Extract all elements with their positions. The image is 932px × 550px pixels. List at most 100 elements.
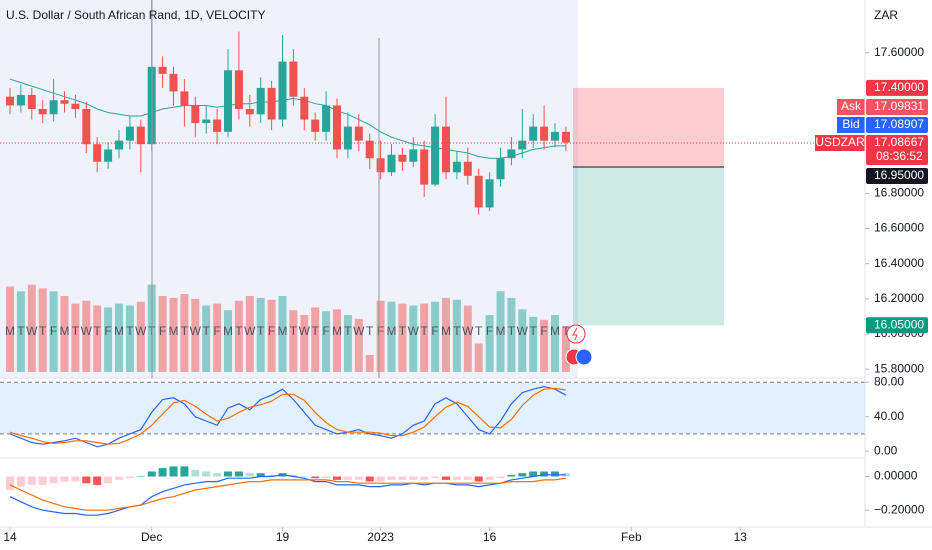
day-letter: M: [278, 324, 288, 338]
candle-body: [365, 140, 374, 159]
day-letter: T: [39, 324, 47, 338]
volume-bar: [452, 299, 461, 372]
volume-bar: [311, 307, 320, 372]
macd-histogram-bar: [442, 476, 450, 480]
day-letter: W: [299, 324, 311, 338]
macd-histogram-bar: [365, 476, 374, 482]
macd-histogram-bar: [518, 473, 527, 477]
y-tick-label: 16.20000: [874, 291, 924, 305]
volume-bar: [485, 315, 494, 372]
day-letter: F: [377, 324, 384, 338]
x-tick-label: 14: [3, 530, 17, 544]
candle-body: [311, 119, 320, 132]
candle-body: [485, 179, 494, 208]
candle-body: [6, 96, 14, 106]
candle-body: [420, 149, 429, 185]
volume-bar: [213, 303, 222, 372]
macd-histogram-bar: [234, 471, 243, 477]
volume-bar: [202, 305, 211, 372]
candle-body: [169, 73, 178, 92]
macd-histogram-bar: [507, 474, 516, 477]
macd-histogram-bar: [474, 476, 483, 482]
volume-bar: [398, 303, 407, 372]
stop-label-box: [866, 317, 928, 334]
day-letter: M: [550, 324, 560, 338]
macd-histogram-bar: [202, 471, 211, 477]
macd-histogram-bar: [191, 469, 200, 477]
volume-bar: [38, 288, 47, 372]
volume-bar: [71, 303, 80, 372]
day-letter: T: [453, 324, 461, 338]
volume-bar: [322, 311, 331, 372]
volume-bar: [27, 284, 36, 372]
volume-bar: [169, 297, 178, 372]
volume-bar: [409, 305, 418, 372]
macd-histogram-bar: [180, 466, 189, 477]
macd-histogram-bar: [398, 476, 407, 480]
day-letter: W: [408, 324, 420, 338]
volume-bar: [387, 301, 396, 372]
day-letter: T: [366, 324, 374, 338]
macd-histogram-bar: [333, 476, 341, 480]
day-letter: T: [562, 324, 570, 338]
target-label-box: [866, 79, 928, 96]
entry-label-box: [866, 168, 928, 185]
day-letter: T: [203, 324, 211, 338]
volume-bar: [496, 291, 505, 372]
day-letter: W: [81, 324, 93, 338]
candle-body: [82, 109, 91, 145]
macd-histogram-bar: [213, 473, 222, 477]
candle-body: [431, 126, 440, 185]
bid-label-box: [866, 116, 928, 133]
candle-body: [60, 100, 69, 104]
volume-bar: [245, 296, 254, 372]
candle-body: [289, 61, 298, 97]
macd-histogram-bar: [147, 471, 156, 477]
candle-body: [180, 91, 189, 106]
macd-histogram-bar: [49, 476, 58, 484]
candle-body: [49, 100, 58, 115]
macd-histogram-bar: [38, 476, 47, 485]
macd-histogram-bar: [463, 476, 472, 480]
day-letter: T: [344, 324, 352, 338]
day-letter: F: [159, 324, 166, 338]
y-tick-label: −0.20000: [874, 502, 925, 516]
volume-bar: [333, 309, 341, 372]
macd-histogram-bar: [82, 476, 91, 484]
y-tick-label: 80.00: [874, 374, 904, 388]
y-tick-label: 17.60000: [874, 45, 924, 59]
macd-histogram-bar: [529, 471, 538, 477]
macd-histogram-bar: [409, 476, 418, 480]
bid-name-box: [837, 116, 865, 133]
y-tick-label: 0.00: [874, 443, 898, 457]
day-letter: T: [94, 324, 102, 338]
macd-histogram-bar: [343, 476, 352, 480]
flag-icon[interactable]: [575, 348, 593, 366]
day-letter: T: [290, 324, 298, 338]
day-letter: W: [26, 324, 38, 338]
macd-histogram-bar: [169, 466, 178, 477]
target-label: 17.40000: [874, 80, 924, 94]
candle-body: [387, 154, 396, 173]
candle-body: [267, 87, 276, 120]
day-letter: M: [387, 324, 397, 338]
volume-bar: [267, 299, 276, 372]
volume-bar: [136, 301, 145, 372]
candle-body: [125, 126, 134, 141]
y-tick-label: 16.80000: [874, 186, 924, 200]
day-letter: T: [72, 324, 80, 338]
candle-body: [561, 131, 570, 143]
event-icon[interactable]: [566, 324, 586, 344]
candle-body: [463, 161, 472, 176]
volume-bar: [518, 309, 527, 372]
currency-label: ZAR: [874, 8, 898, 22]
day-letter: T: [475, 324, 483, 338]
volume-bar: [551, 315, 559, 372]
day-letter: W: [517, 324, 529, 338]
volume-bar: [343, 315, 352, 372]
macd-histogram-bar: [300, 476, 309, 478]
volume-bar: [442, 297, 450, 372]
volume-bar: [93, 305, 102, 372]
day-letter: T: [530, 324, 538, 338]
